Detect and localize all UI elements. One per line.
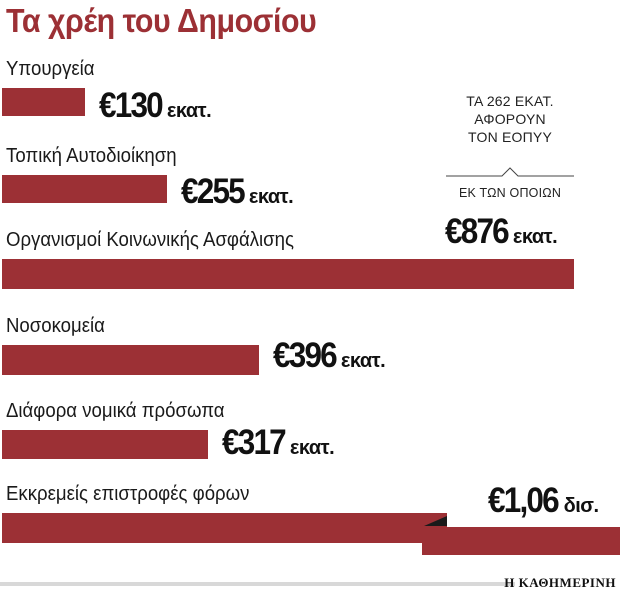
- value-unit: εκατ.: [512, 226, 558, 248]
- annotation-line: ΤΟΝ ΕΟΠΥΥ: [467, 129, 552, 145]
- value-label: €317 εκατ.: [222, 423, 335, 463]
- chart-title: Τα χρέη του Δημοσίου: [6, 2, 317, 39]
- category-label: Υπουργεία: [6, 58, 95, 80]
- footer-rule: [0, 582, 515, 586]
- category-label: Νοσοκομεία: [6, 315, 105, 337]
- bar: [2, 345, 259, 375]
- annotation-subtext: ΕΚ ΤΩΝ ΟΠΟΙΩΝ: [458, 186, 562, 200]
- value-label: €396 εκατ.: [273, 336, 386, 376]
- value-number: €876: [445, 212, 510, 251]
- category-label: Τοπική Αυτοδιοίκηση: [6, 145, 177, 167]
- value-number: €396: [273, 336, 338, 375]
- value-unit: εκατ.: [166, 100, 212, 122]
- value-unit: εκατ.: [289, 437, 335, 459]
- bar: [2, 259, 574, 289]
- value-unit: εκατ.: [248, 186, 294, 208]
- value-label: €1,06 δισ.: [488, 481, 599, 521]
- value-label: €255 εκατ.: [181, 172, 294, 212]
- annotation-line: ΤΑ 262 ΕΚΑΤ.: [466, 93, 554, 109]
- bar: [2, 430, 208, 459]
- category-label: Διάφορα νομικά πρόσωπα: [6, 400, 225, 422]
- value-number: €317: [222, 423, 287, 462]
- value-unit: εκατ.: [340, 350, 386, 372]
- value-number: €130: [99, 86, 164, 125]
- value-label: €130 εκατ.: [99, 86, 212, 126]
- annotation-line: ΑΦΟΡΟΥΝ: [474, 111, 546, 127]
- bar-overflow: [422, 527, 620, 555]
- annotation-bracket: [446, 167, 574, 177]
- bar: [2, 88, 85, 116]
- value-label: €876 εκατ.: [445, 212, 558, 252]
- source-label: Η ΚΑΘΗΜΕΡΙΝΗ: [504, 575, 616, 590]
- value-number: €1,06: [488, 481, 560, 520]
- annotation-text: ΤΑ 262 ΕΚΑΤ. ΑΦΟΡΟΥΝ ΤΟΝ ΕΟΠΥΥ: [440, 92, 580, 146]
- bar: [2, 175, 167, 203]
- value-number: €255: [181, 172, 246, 211]
- bar: [2, 513, 447, 543]
- category-label: Εκκρεμείς επιστροφές φόρων: [6, 483, 250, 505]
- category-label: Οργανισμοί Κοινωνικής Ασφάλισης: [6, 229, 294, 251]
- value-unit: δισ.: [563, 495, 599, 517]
